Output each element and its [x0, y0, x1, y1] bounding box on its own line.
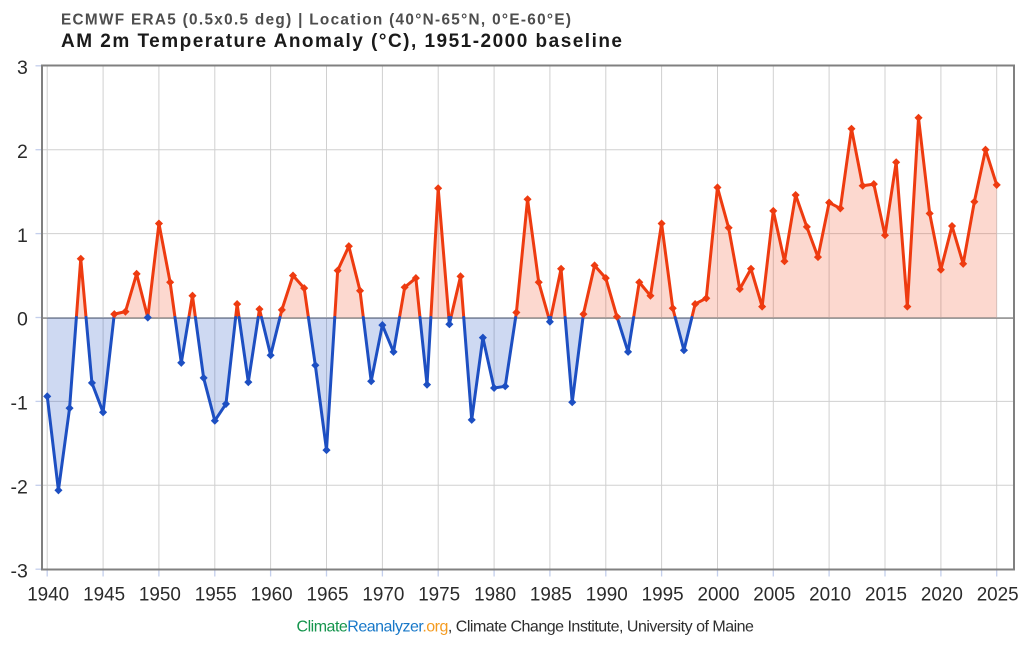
svg-text:2010: 2010 [809, 583, 851, 605]
svg-text:1960: 1960 [251, 583, 293, 605]
svg-text:AM 2m Temperature Anomaly (°C): AM 2m Temperature Anomaly (°C), 1951-200… [61, 31, 622, 52]
svg-text:2005: 2005 [753, 583, 795, 605]
svg-text:-3: -3 [10, 560, 27, 582]
svg-text:1: 1 [17, 225, 28, 247]
svg-text:2025: 2025 [977, 583, 1019, 605]
svg-text:ClimateReanalyzer.org, Climate: ClimateReanalyzer.org, Climate Change In… [297, 618, 754, 635]
svg-text:-2: -2 [10, 477, 27, 499]
svg-text:1940: 1940 [27, 583, 69, 605]
svg-text:1945: 1945 [83, 583, 125, 605]
svg-text:1985: 1985 [530, 583, 572, 605]
svg-text:1950: 1950 [139, 583, 181, 605]
svg-text:ECMWF ERA5 (0.5x0.5 deg) | Loc: ECMWF ERA5 (0.5x0.5 deg) | Location (40°… [61, 11, 571, 28]
svg-text:1995: 1995 [642, 583, 684, 605]
svg-text:1965: 1965 [307, 583, 349, 605]
svg-text:2015: 2015 [865, 583, 907, 605]
svg-text:1975: 1975 [418, 583, 460, 605]
svg-text:1970: 1970 [362, 583, 404, 605]
svg-text:1980: 1980 [474, 583, 516, 605]
svg-text:-1: -1 [10, 393, 27, 415]
svg-text:3: 3 [17, 57, 28, 79]
svg-text:2000: 2000 [698, 583, 740, 605]
svg-text:1990: 1990 [586, 583, 628, 605]
svg-text:1955: 1955 [195, 583, 237, 605]
svg-text:2: 2 [17, 141, 28, 163]
svg-text:0: 0 [17, 309, 28, 331]
svg-text:2020: 2020 [921, 583, 963, 605]
